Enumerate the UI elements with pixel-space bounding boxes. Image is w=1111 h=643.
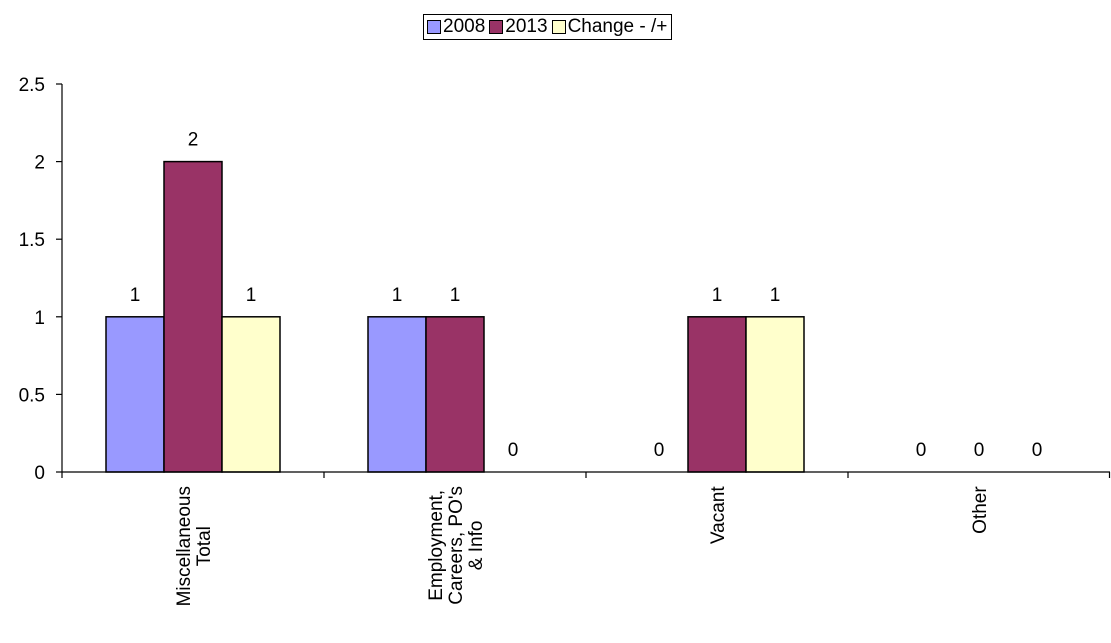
x-tick-label: Employment,Careers, PO's& Info bbox=[426, 486, 487, 605]
data-label: 1 bbox=[770, 285, 781, 306]
x-tick-label: Vacant bbox=[708, 486, 729, 544]
data-label: 1 bbox=[712, 285, 723, 306]
x-tick-label: Other bbox=[970, 486, 991, 534]
data-label: 1 bbox=[450, 285, 461, 306]
bar bbox=[105, 316, 165, 473]
bar bbox=[425, 316, 485, 473]
data-label: 1 bbox=[246, 285, 257, 306]
legend-item-change: Change - /+ bbox=[551, 16, 668, 38]
legend-item-2013: 2013 bbox=[489, 16, 548, 38]
data-label: 1 bbox=[392, 285, 403, 306]
legend-swatch-change bbox=[551, 20, 566, 34]
legend-label-2008: 2008 bbox=[443, 16, 486, 37]
chart-legend: 2008 2013 Change - /+ bbox=[423, 14, 673, 40]
y-tick-label: 0.5 bbox=[19, 385, 45, 406]
y-tick-label: 0 bbox=[34, 463, 45, 484]
data-label: 0 bbox=[654, 440, 665, 461]
legend-label-2013: 2013 bbox=[505, 16, 548, 37]
y-tick-label: 2.5 bbox=[19, 75, 45, 96]
legend-swatch-2008 bbox=[427, 20, 441, 34]
data-label: 0 bbox=[508, 440, 519, 461]
data-label: 0 bbox=[916, 440, 927, 461]
data-label: 2 bbox=[188, 130, 199, 151]
legend-label-change: Change - /+ bbox=[567, 16, 668, 37]
y-tick-label: 1.5 bbox=[19, 230, 45, 251]
bar bbox=[367, 316, 427, 473]
bar bbox=[163, 160, 223, 473]
bar bbox=[687, 316, 747, 473]
y-tick-label: 1 bbox=[34, 308, 45, 329]
bar bbox=[221, 316, 281, 473]
data-label: 0 bbox=[974, 440, 985, 461]
y-tick-label: 2 bbox=[34, 153, 45, 174]
bar bbox=[745, 316, 805, 473]
data-label: 1 bbox=[130, 285, 141, 306]
legend-swatch-2013 bbox=[489, 20, 504, 34]
x-tick-label: MiscellaneousTotal bbox=[174, 486, 215, 606]
data-label: 0 bbox=[1032, 440, 1043, 461]
legend-item-2008: 2008 bbox=[427, 16, 485, 38]
